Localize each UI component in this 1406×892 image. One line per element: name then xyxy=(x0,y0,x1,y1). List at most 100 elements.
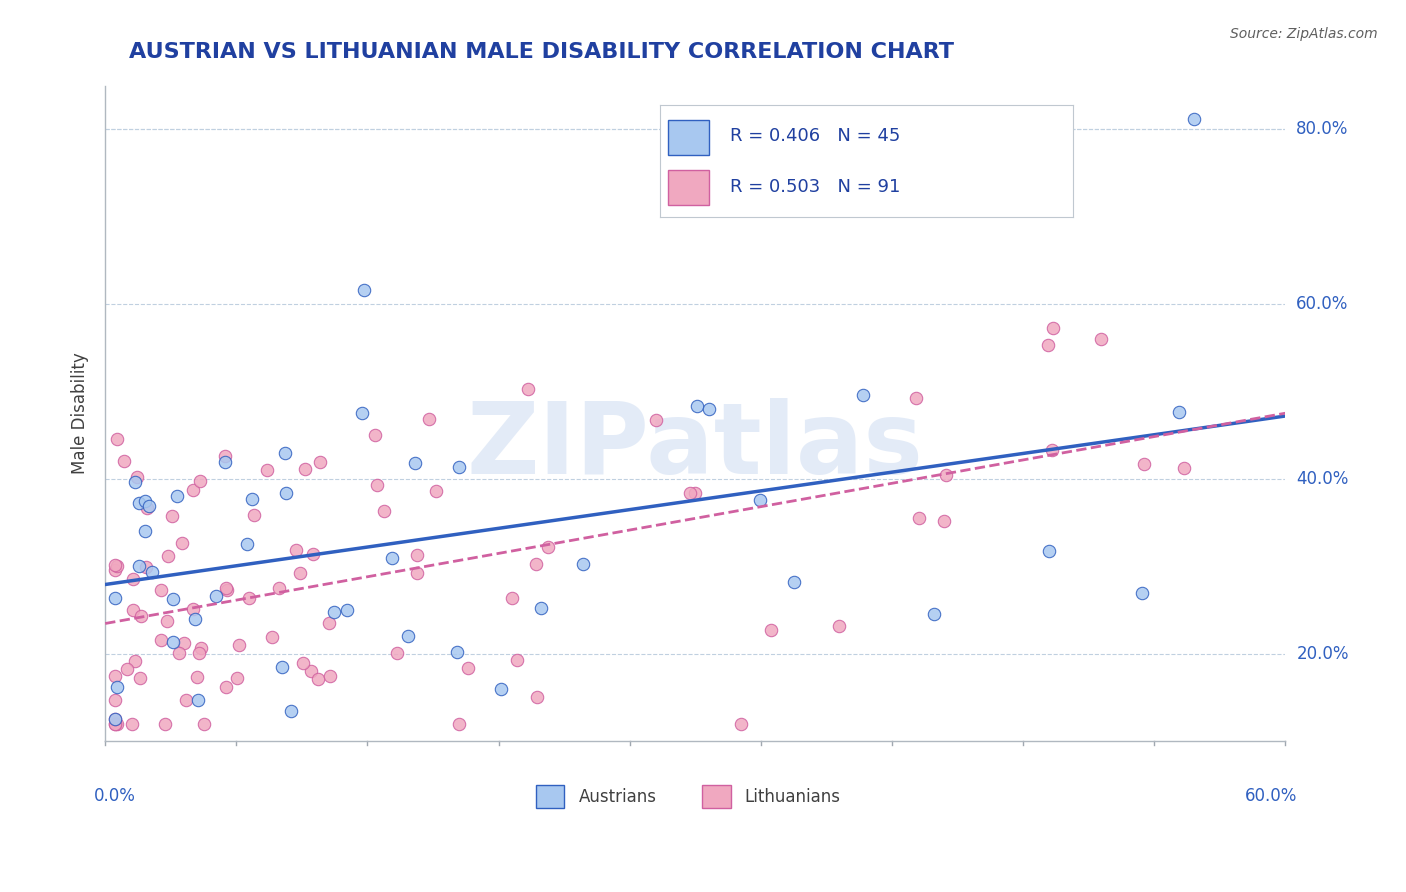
Text: 20.0%: 20.0% xyxy=(1296,645,1348,663)
Point xyxy=(353,283,375,297)
Point xyxy=(156,549,179,563)
Point xyxy=(449,716,471,731)
Point xyxy=(1184,112,1206,127)
Point xyxy=(322,605,344,619)
Point xyxy=(125,470,148,484)
Point xyxy=(932,514,955,528)
Point xyxy=(294,461,316,475)
Point xyxy=(181,602,204,616)
Point xyxy=(112,454,135,468)
Point xyxy=(138,499,160,513)
Point xyxy=(517,382,540,396)
Point xyxy=(489,682,512,697)
Point xyxy=(385,646,408,660)
Point xyxy=(1038,338,1060,352)
Point xyxy=(128,495,150,509)
Point xyxy=(240,492,263,507)
Point xyxy=(270,660,292,674)
Point xyxy=(572,558,595,572)
Text: 40.0%: 40.0% xyxy=(1296,470,1348,488)
Point xyxy=(104,716,127,731)
Point xyxy=(105,432,128,446)
Point xyxy=(645,413,668,427)
Point xyxy=(105,680,128,694)
Point xyxy=(170,535,193,549)
Point xyxy=(262,630,284,644)
Point xyxy=(156,614,179,628)
Point xyxy=(122,602,145,616)
Point xyxy=(1090,332,1112,346)
Point xyxy=(759,624,782,638)
Point xyxy=(256,463,278,477)
Point xyxy=(396,629,419,643)
Point xyxy=(134,524,156,538)
Point xyxy=(308,455,330,469)
Point xyxy=(181,483,204,498)
Point xyxy=(1133,457,1156,471)
Point xyxy=(193,716,215,731)
Y-axis label: Male Disability: Male Disability xyxy=(72,352,89,475)
Point xyxy=(536,540,558,554)
Point xyxy=(104,591,127,605)
Point xyxy=(288,566,311,581)
Point xyxy=(104,563,127,577)
Point xyxy=(124,654,146,668)
Point xyxy=(284,542,307,557)
Point xyxy=(683,486,706,500)
Point xyxy=(457,661,479,675)
Point xyxy=(128,671,150,685)
Point xyxy=(274,485,297,500)
Point xyxy=(350,406,373,420)
Point xyxy=(506,653,529,667)
Point xyxy=(128,559,150,574)
Point xyxy=(364,428,387,442)
Point xyxy=(501,591,523,605)
Text: 60.0%: 60.0% xyxy=(1296,295,1348,313)
Text: 80.0%: 80.0% xyxy=(1296,120,1348,138)
Point xyxy=(115,663,138,677)
Point xyxy=(828,618,851,632)
Point xyxy=(215,582,238,596)
Point xyxy=(134,494,156,508)
Point xyxy=(908,510,931,524)
Point xyxy=(526,690,548,704)
Point xyxy=(188,474,211,488)
Point xyxy=(446,645,468,659)
Point xyxy=(1168,405,1191,419)
Point xyxy=(924,607,946,621)
Point xyxy=(1132,586,1154,600)
Point xyxy=(307,672,329,686)
Point xyxy=(319,669,342,683)
Point xyxy=(162,635,184,649)
Point xyxy=(121,716,143,731)
Point xyxy=(104,669,127,683)
Point xyxy=(852,387,875,401)
Point xyxy=(1173,461,1195,475)
Point xyxy=(104,713,127,727)
Point xyxy=(135,500,157,515)
Point xyxy=(238,591,260,605)
Point xyxy=(302,547,325,561)
Point xyxy=(153,716,176,731)
Point xyxy=(267,582,290,596)
Point xyxy=(236,537,259,551)
Point xyxy=(214,449,236,463)
Point xyxy=(150,583,173,598)
Point xyxy=(274,446,297,460)
Point xyxy=(131,609,153,624)
Point xyxy=(186,693,208,707)
Point xyxy=(105,716,128,731)
Point xyxy=(318,615,340,630)
Point xyxy=(217,583,239,598)
Point xyxy=(214,455,236,469)
Point xyxy=(135,559,157,574)
Text: 60.0%: 60.0% xyxy=(1244,787,1296,805)
Point xyxy=(679,486,702,500)
Point xyxy=(160,509,183,524)
Point xyxy=(104,693,127,707)
Point xyxy=(141,566,163,580)
Point xyxy=(186,670,208,684)
Point xyxy=(1038,543,1060,558)
Point xyxy=(162,592,184,607)
Point xyxy=(105,559,128,574)
